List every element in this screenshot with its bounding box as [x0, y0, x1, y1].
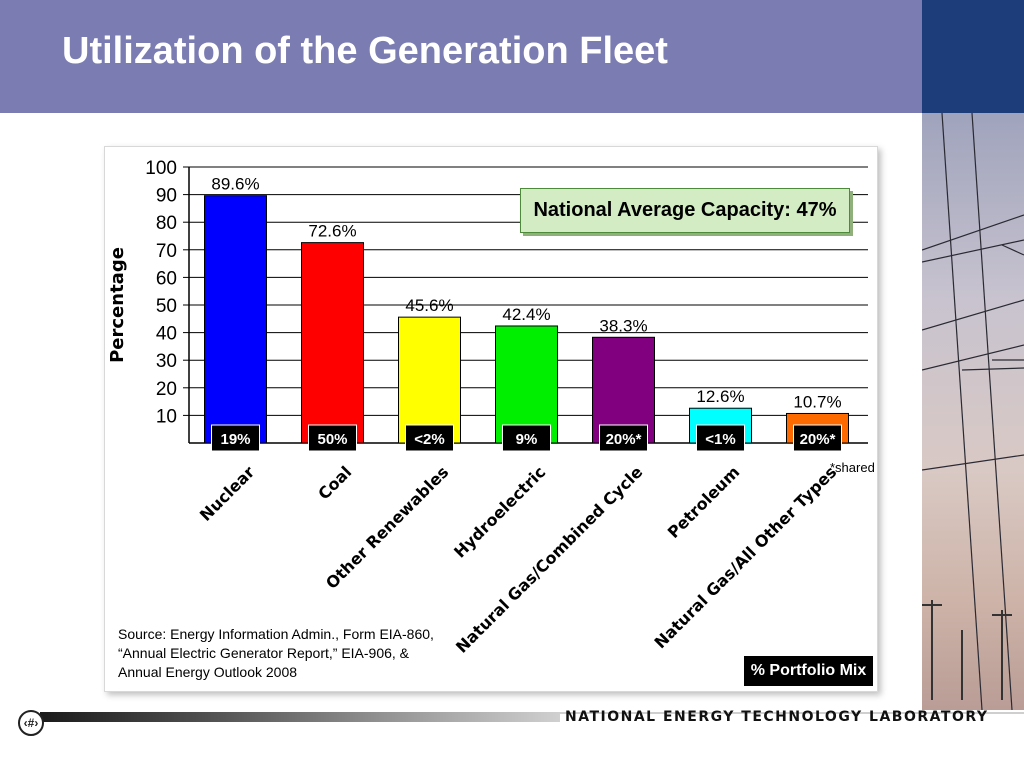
power-lines-photo [922, 0, 1024, 710]
portfolio-badge [502, 424, 551, 452]
portfolio-badge-label: 20%* [800, 431, 836, 448]
portfolio-badge [308, 424, 357, 452]
category-label: Nuclear [196, 462, 259, 525]
category-label: Natural Gas/All Other Types [651, 462, 841, 652]
bar-value-label: 38.3% [599, 316, 647, 335]
y-axis-label: Percentage [107, 247, 128, 363]
y-tick-label: 70 [156, 241, 177, 262]
bar-value-label: 72.6% [308, 222, 356, 241]
title-bar [0, 0, 922, 113]
category-label: Coal [314, 462, 355, 503]
portfolio-badge [793, 424, 842, 452]
y-tick-label: 40 [156, 324, 177, 345]
portfolio-badge-label: 50% [317, 431, 347, 448]
organization-name: NATIONAL ENERGY TECHNOLOGY LABORATORY [565, 709, 989, 725]
y-tick-label: 60 [156, 268, 177, 289]
portfolio-badge-label: 9% [516, 431, 538, 448]
shared-footnote: *shared [830, 460, 875, 475]
bar-value-label: 45.6% [405, 296, 453, 315]
bar [398, 316, 461, 444]
portfolio-badge [211, 424, 260, 452]
page-number-icon: ‹#› [18, 710, 44, 736]
portfolio-badge [599, 424, 648, 452]
bar [204, 195, 267, 444]
national-average-callout: National Average Capacity: 47% [520, 188, 850, 233]
category-label: Natural Gas/Combined Cycle [452, 462, 646, 656]
bar-chart: 10 20 30 40 50 60 70 80 90 100 Percentage 89.6% 19% N… [107, 158, 868, 657]
bar-value-label: 42.4% [502, 305, 550, 324]
portfolio-badge-label: 19% [220, 431, 250, 448]
y-tick-label: 90 [156, 186, 177, 207]
power-lines-illustration [922, 112, 1024, 710]
portfolio-badge-label: 20%* [606, 431, 642, 448]
category-label: Petroleum [664, 462, 744, 542]
source-citation: Source: Energy Information Admin., Form … [118, 625, 458, 682]
portfolio-badge [696, 424, 745, 452]
y-tick-label: 30 [156, 351, 177, 372]
bar-value-label: 89.6% [211, 175, 259, 194]
source-line: “Annual Electric Generator Report,” EIA-… [118, 645, 410, 661]
portfolio-badge-label: <2% [414, 431, 444, 448]
footer-rule [560, 712, 1024, 714]
y-tick-label: 10 [156, 406, 177, 427]
category-label: Hydroelectric [450, 462, 549, 561]
source-line: Source: Energy Information Admin., Form … [118, 626, 434, 642]
bar-value-label: 10.7% [793, 392, 841, 411]
slide-title: Utilization of the Generation Fleet [62, 30, 668, 72]
y-tick-label: 80 [156, 213, 177, 234]
bar [301, 242, 364, 444]
portfolio-badge-label: <1% [705, 431, 735, 448]
portfolio-badge [405, 424, 454, 452]
bar-value-label: 12.6% [696, 387, 744, 406]
y-tick-label: 100 [145, 158, 177, 179]
portfolio-mix-legend: % Portfolio Mix [744, 656, 873, 686]
y-tick-label: 20 [156, 379, 177, 400]
chart-frame: 10 20 30 40 50 60 70 80 90 100 Percentage 89.6% 19% N… [104, 146, 878, 692]
y-tick-label: 50 [156, 296, 177, 317]
source-line: Annual Energy Outlook 2008 [118, 664, 298, 680]
footer-bar [40, 712, 560, 722]
